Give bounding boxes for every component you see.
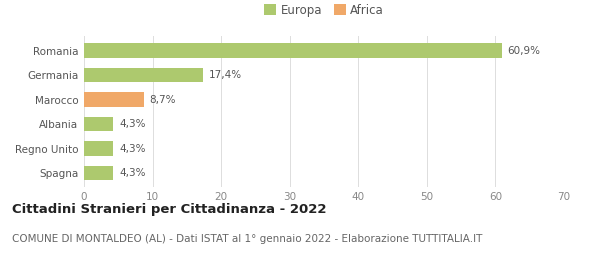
Bar (84, 117, 113, 131)
Bar (84, 68, 203, 82)
Text: COMUNE DI MONTALDEO (AL) - Dati ISTAT al 1° gennaio 2022 - Elaborazione TUTTITAL: COMUNE DI MONTALDEO (AL) - Dati ISTAT al… (12, 234, 482, 244)
Legend: Europa, Africa: Europa, Africa (260, 0, 388, 20)
Bar (84, 141, 113, 156)
Text: 60,9%: 60,9% (507, 46, 540, 56)
Bar (84, 166, 113, 180)
Text: 8,7%: 8,7% (149, 95, 176, 105)
Text: Cittadini Stranieri per Cittadinanza - 2022: Cittadini Stranieri per Cittadinanza - 2… (12, 203, 326, 216)
Text: 17,4%: 17,4% (209, 70, 242, 80)
Bar (84, 43, 502, 58)
Text: 4,3%: 4,3% (119, 119, 145, 129)
Text: 4,3%: 4,3% (119, 144, 145, 153)
Bar (84, 92, 143, 107)
Text: 4,3%: 4,3% (119, 168, 145, 178)
